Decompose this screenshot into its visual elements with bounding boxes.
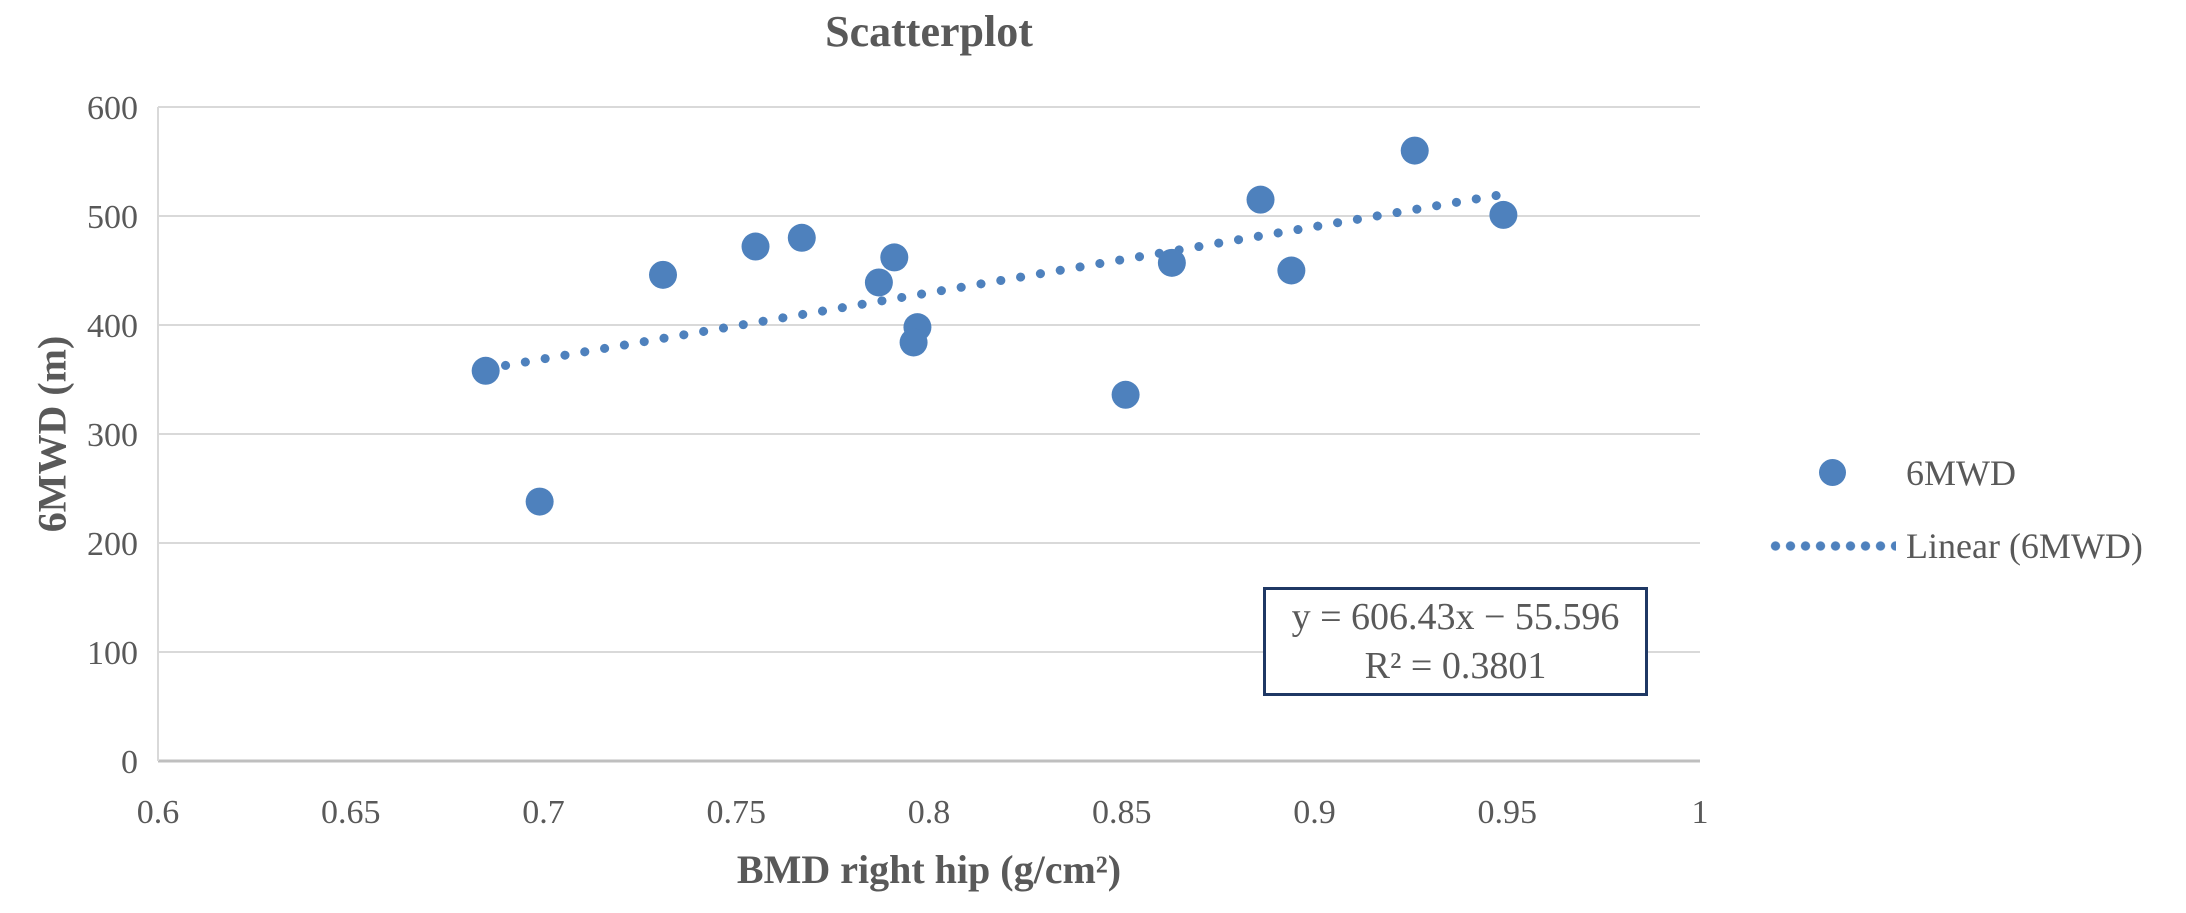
trendline-equation-box: y = 606.43x − 55.596 R² = 0.3801 xyxy=(1263,587,1648,696)
scatter-point xyxy=(471,356,500,385)
y-axis-title: 6MWD (m) xyxy=(29,335,75,533)
x-axis-title: BMD right hip (g/cm²) xyxy=(736,847,1122,892)
trendline xyxy=(481,189,1508,374)
scatter-point xyxy=(787,223,816,252)
scatter-point xyxy=(649,260,678,289)
chart-title: Scatterplot xyxy=(825,7,1033,56)
scatter-point xyxy=(1277,256,1306,285)
legend-marker-cell xyxy=(1768,540,1896,551)
x-tick-label: 0.8 xyxy=(908,794,951,831)
y-tick-label: 300 xyxy=(87,417,138,454)
x-tick-label: 0.6 xyxy=(137,794,180,831)
scatter-point xyxy=(864,268,893,297)
scatter-series-dot-icon xyxy=(1818,459,1846,486)
scatter-point xyxy=(1157,248,1186,277)
legend-item-6mwd: 6MWD xyxy=(1768,436,2143,509)
x-tick-label: 0.75 xyxy=(707,794,767,831)
x-tick-label: 0.9 xyxy=(1293,794,1336,831)
scatter-point xyxy=(525,487,554,516)
scatter-point xyxy=(1111,380,1140,409)
legend-label-linear: Linear (6MWD) xyxy=(1906,525,2143,566)
scatter-point xyxy=(899,328,928,357)
trendline-dotted-icon xyxy=(1768,540,1896,551)
x-tick-label: 0.85 xyxy=(1092,794,1152,831)
scatter-point xyxy=(1246,185,1275,214)
y-tick-label: 100 xyxy=(87,635,138,672)
r-squared-text: R² = 0.3801 xyxy=(1364,644,1547,687)
scatter-point xyxy=(741,232,770,261)
y-tick-label: 0 xyxy=(121,744,138,781)
legend-label-6mwd: 6MWD xyxy=(1906,452,2016,493)
y-tick-label: 200 xyxy=(87,526,138,563)
x-tick-label: 1 xyxy=(1692,794,1709,831)
x-tick-label: 0.95 xyxy=(1478,794,1538,831)
x-tick-label: 0.7 xyxy=(522,794,565,831)
y-tick-label: 500 xyxy=(87,199,138,236)
scatter-point xyxy=(880,243,909,272)
legend-item-linear: Linear (6MWD) xyxy=(1768,509,2143,582)
scatter-point xyxy=(1400,136,1429,165)
legend-marker-cell xyxy=(1768,459,1896,486)
x-tick-label: 0.65 xyxy=(321,794,381,831)
equation-text: y = 606.43x − 55.596 xyxy=(1291,595,1620,638)
scatter-point xyxy=(1489,200,1518,229)
y-tick-label: 600 xyxy=(87,90,138,127)
y-tick-label: 400 xyxy=(87,308,138,345)
legend: 6MWD Linear (6MWD) xyxy=(1768,436,2143,582)
